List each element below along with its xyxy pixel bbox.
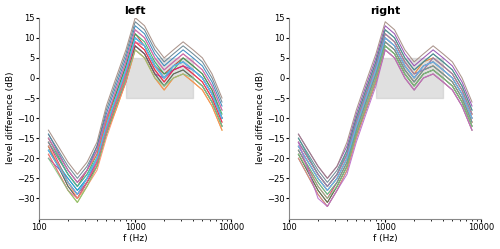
Title: left: left <box>124 5 146 15</box>
X-axis label: f (Hz): f (Hz) <box>373 235 398 244</box>
X-axis label: f (Hz): f (Hz) <box>123 235 148 244</box>
Y-axis label: level difference (dB): level difference (dB) <box>256 72 264 164</box>
Y-axis label: level difference (dB): level difference (dB) <box>6 72 15 164</box>
Title: right: right <box>370 5 400 15</box>
